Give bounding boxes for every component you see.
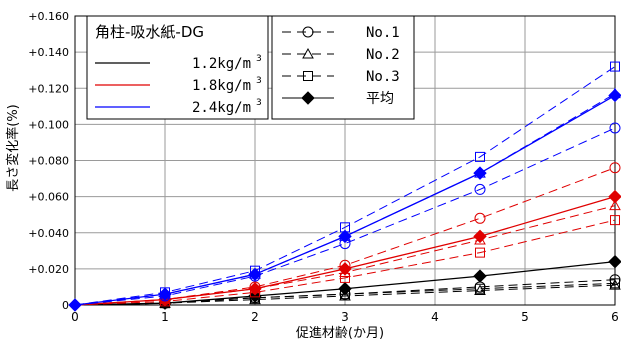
series-line	[74, 66, 616, 306]
data-point-square	[475, 151, 485, 162]
legend-density-sup: 3	[256, 98, 262, 108]
data-point-diamond	[68, 298, 82, 312]
data-point-circle	[609, 162, 621, 174]
legend-density-title: 角柱-吸水紙-DG	[95, 23, 204, 41]
legend-specimen-label: 平均	[366, 91, 394, 107]
series-line	[74, 261, 616, 306]
data-point-diamond	[338, 229, 352, 244]
y-tick-label: +0.100	[28, 118, 69, 131]
legend-density-box	[86, 15, 269, 120]
series-line	[74, 94, 616, 306]
data-point-triangle	[474, 284, 486, 296]
legend-density-label: 2.4kg/m	[192, 100, 251, 116]
y-tick-label: +0.060	[28, 191, 69, 204]
series-line	[74, 127, 616, 306]
data-point-diamond	[608, 254, 621, 269]
data-point-triangle	[609, 199, 621, 211]
y-axis-label: 長さ変化率(%)	[5, 104, 21, 192]
data-point-square	[610, 215, 620, 226]
data-point-diamond	[338, 282, 352, 296]
data-point-square	[303, 71, 313, 81]
data-point-triangle	[609, 279, 621, 290]
legend-specimen-label: No.3	[366, 69, 400, 85]
x-tick-label: 5	[521, 310, 529, 324]
data-point-triangle	[339, 289, 351, 301]
x-tick-label: 4	[431, 310, 439, 324]
legend-density-label: 1.2kg/m	[192, 56, 251, 72]
legend-density-entries: 1.2kg/m 3 1.8kg/m 3 2.4kg/m 3	[95, 54, 262, 116]
data-point-diamond	[473, 269, 487, 283]
y-tick-label: +0.020	[28, 263, 69, 276]
data-point-diamond	[338, 262, 352, 276]
legend-specimen-label: No.2	[366, 47, 400, 63]
y-tick-label: +0.080	[28, 155, 69, 168]
legend-density-sup: 3	[256, 76, 262, 86]
data-point-diamond	[301, 91, 315, 105]
legend-specimen-box	[271, 15, 415, 120]
data-point-square	[610, 61, 620, 72]
x-tick-label: 2	[251, 310, 259, 324]
x-tick-label: 6	[611, 310, 619, 324]
data-point-diamond	[608, 189, 621, 204]
data-point-square	[475, 247, 485, 258]
y-tick-label: +0.120	[28, 82, 69, 95]
series-2.4kg/m3-平均	[74, 88, 621, 306]
data-point-square	[475, 283, 485, 294]
data-point-diamond	[248, 267, 262, 282]
legend-specimen-label: No.1	[366, 25, 400, 41]
data-point-diamond	[473, 166, 487, 180]
data-point-circle	[474, 183, 486, 195]
x-axis-label: 促進材齢(か月)	[296, 326, 384, 341]
series-line	[74, 219, 616, 306]
legend-layer: 角柱-吸水紙-DG 1.2kg/m 31.8kg/m 32.4kg/m 3 No.1N…	[86, 15, 415, 120]
x-tick-label: 3	[341, 310, 349, 324]
series-line	[74, 196, 616, 306]
data-point-triangle	[302, 47, 314, 59]
data-point-diamond	[608, 88, 621, 103]
y-tick-label: +0.040	[28, 227, 69, 240]
legend-specimen-entries: No.1 No.2 No.3 平均	[282, 25, 400, 107]
data-point-circle	[609, 122, 621, 134]
y-tick-label: 0	[62, 299, 69, 312]
data-point-diamond	[158, 287, 172, 301]
x-tick-label: 0	[71, 310, 79, 324]
y-tick-label: +0.140	[28, 46, 69, 59]
legend-density-label: 1.8kg/m	[192, 78, 251, 94]
data-point-diamond	[248, 282, 262, 296]
series-layer	[68, 61, 621, 312]
data-point-diamond	[473, 229, 487, 244]
y-tick-label: +0.160	[28, 10, 69, 23]
data-point-circle	[474, 212, 486, 224]
data-point-square	[610, 278, 620, 289]
axis-layer: 0 1 2 3 4 5 6 0 +0.020 +0.040 +0.060 +0.080 +0.100 +0…	[28, 10, 619, 324]
x-tick-label: 1	[161, 310, 169, 324]
legend-density-sup: 3	[256, 54, 262, 64]
data-point-circle	[302, 26, 314, 38]
